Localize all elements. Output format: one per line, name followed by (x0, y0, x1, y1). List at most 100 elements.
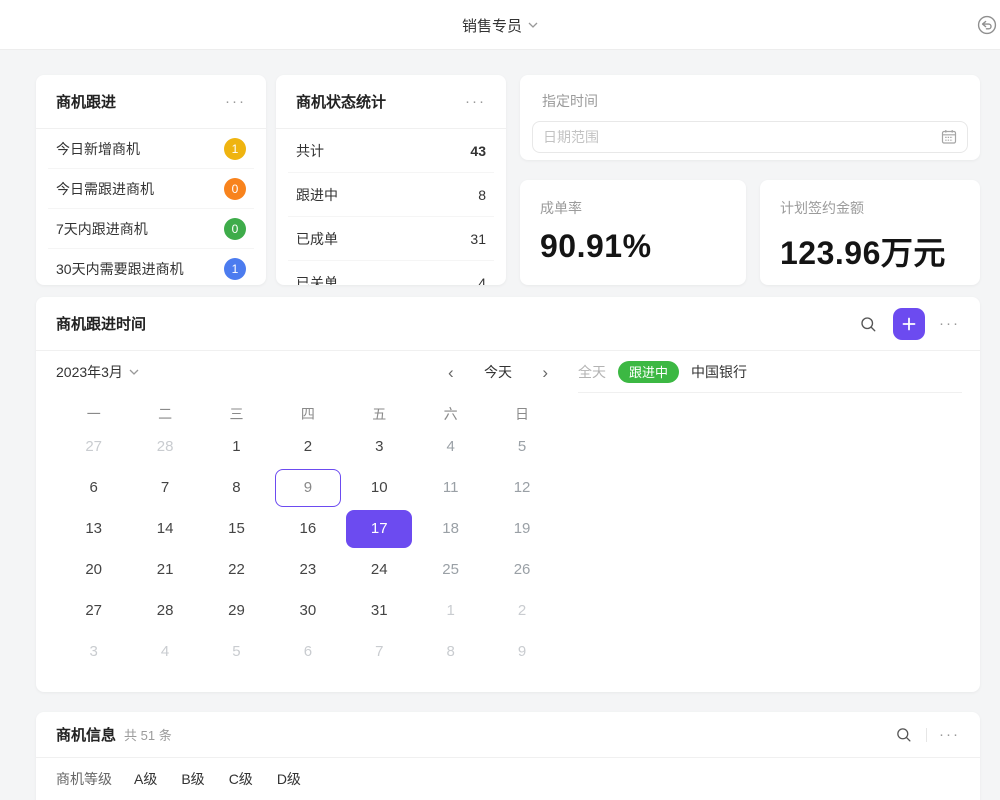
count-badge: 1 (224, 258, 246, 280)
calendar-day[interactable]: 8 (232, 479, 241, 496)
card-title: 商机状态统计 (296, 94, 387, 111)
calendar-day[interactable]: 9 (517, 643, 527, 660)
weekday-label: 四 (300, 406, 315, 422)
calendar-day[interactable]: 26 (513, 561, 531, 578)
calendar-day[interactable]: 7 (160, 479, 170, 496)
search-icon[interactable] (892, 724, 914, 746)
deal-rate-card: 成单率 90.91% (520, 180, 746, 285)
more-menu-icon[interactable]: ··· (939, 315, 960, 332)
calendar-day[interactable]: 30 (299, 602, 317, 619)
calendar-day[interactable]: 9 (272, 467, 343, 508)
calendar-day[interactable]: 10 (370, 479, 388, 496)
next-month-icon[interactable]: › (542, 362, 548, 382)
add-event-button[interactable] (893, 307, 925, 340)
more-menu-icon[interactable]: ··· (225, 93, 246, 110)
list-item[interactable]: 跟进中 8 (288, 173, 494, 217)
weekday-label: 三 (229, 406, 244, 422)
calendar-day[interactable]: 17 (344, 508, 415, 549)
calendar-icon[interactable] (941, 129, 957, 145)
calendar-day[interactable]: 13 (85, 520, 103, 537)
calendar-day[interactable]: 16 (299, 520, 317, 537)
time-filter-card: 指定时间 (520, 75, 980, 160)
calendar-day[interactable]: 24 (370, 561, 388, 578)
grade-filter-c[interactable]: C级 (228, 771, 253, 787)
event-name[interactable]: 中国银行 (691, 363, 748, 380)
role-selector[interactable]: 销售专员 (462, 0, 538, 50)
list-item[interactable]: 已成单 31 (288, 217, 494, 261)
list-item-label: 今日新增商机 (56, 140, 140, 157)
calendar-day[interactable]: 22 (228, 561, 245, 578)
calendar-day[interactable]: 2 (303, 438, 313, 455)
event-row[interactable]: 全天 跟进中 中国银行 (578, 351, 962, 393)
chevron-down-icon (528, 22, 538, 28)
weekday-label: 六 (443, 406, 458, 422)
date-range-field[interactable] (543, 129, 933, 145)
calendar-day[interactable]: 1 (446, 602, 455, 619)
calendar-day[interactable]: 21 (156, 561, 174, 578)
opportunity-follow-card: 商机跟进 ··· 今日新增商机 1 今日需跟进商机 0 7天内跟进商机 0 30… (36, 75, 266, 285)
filter-label: 商机等级 (56, 771, 112, 787)
calendar: 一二三四五六日 27 28 1 2 3 4 5 6 7 8 9 10 11 12 13 14 15 16 17 18 1… (58, 402, 558, 672)
calendar-day[interactable]: 28 (156, 438, 174, 455)
prev-month-icon[interactable]: ‹ (448, 362, 454, 382)
list-item-label: 已成单 (296, 230, 338, 247)
calendar-controls: 2023年3月 ‹ 今天 › 全天 跟进中 中国银行 (36, 351, 980, 393)
list-item[interactable]: 已关单 4 (288, 261, 494, 285)
calendar-day[interactable]: 29 (228, 602, 245, 619)
calendar-day[interactable]: 12 (513, 479, 531, 496)
count-badge: 0 (224, 217, 246, 240)
calendar-day[interactable]: 19 (513, 520, 531, 537)
month-selector[interactable]: 2023年3月 (56, 351, 139, 393)
calendar-day[interactable]: 31 (370, 602, 388, 619)
weekday-label: 日 (515, 406, 530, 422)
calendar-day[interactable]: 28 (156, 602, 174, 619)
grade-filter-b[interactable]: B级 (181, 771, 205, 787)
calendar-grid: 27 28 1 2 3 4 5 6 7 8 9 10 11 12 13 14 15 16 17 18 19 20 21 22 2… (58, 426, 558, 672)
list-item[interactable]: 今日新增商机 1 (48, 129, 254, 169)
opportunity-info-card: 商机信息 共 51 条 ··· 商机等级 A级 B级 C级 D级 (36, 712, 980, 800)
card-title: 商机跟进 (56, 94, 117, 111)
calendar-day[interactable]: 15 (228, 520, 245, 537)
more-menu-icon[interactable]: ··· (465, 93, 486, 110)
calendar-day[interactable]: 1 (232, 438, 241, 455)
list-item[interactable]: 30天内需要跟进商机 1 (48, 249, 254, 285)
stat-value: 43 (470, 142, 486, 159)
calendar-day[interactable]: 23 (299, 561, 317, 578)
share-forward-icon[interactable] (976, 14, 998, 36)
list-item-label: 30天内需要跟进商机 (56, 261, 184, 277)
calendar-day[interactable]: 7 (375, 643, 384, 660)
divider (926, 727, 927, 742)
calendar-day[interactable]: 6 (89, 479, 98, 496)
grade-filter-d[interactable]: D级 (276, 771, 301, 787)
calendar-day[interactable]: 4 (160, 643, 170, 660)
list-item[interactable]: 7天内跟进商机 0 (48, 209, 254, 249)
calendar-day[interactable]: 4 (446, 438, 455, 455)
calendar-day[interactable]: 3 (89, 643, 98, 660)
more-menu-icon[interactable]: ··· (939, 726, 960, 743)
calendar-day[interactable]: 3 (375, 438, 384, 455)
list-item[interactable]: 共计 43 (288, 129, 494, 173)
count-badge: 1 (224, 137, 246, 160)
calendar-day[interactable]: 6 (303, 643, 313, 660)
calendar-day[interactable]: 20 (85, 561, 103, 578)
calendar-day[interactable]: 27 (85, 602, 103, 619)
card-title: 商机跟进时间 (56, 316, 147, 333)
calendar-day[interactable]: 2 (517, 602, 527, 619)
calendar-day[interactable]: 18 (442, 520, 459, 537)
event-status-badge[interactable]: 跟进中 (618, 360, 680, 383)
date-range-input[interactable] (532, 121, 968, 153)
calendar-day[interactable]: 5 (517, 438, 527, 455)
list-item-label: 已关单 (296, 275, 338, 285)
calendar-day[interactable]: 5 (232, 643, 241, 660)
calendar-day[interactable]: 27 (85, 438, 103, 455)
calendar-day[interactable]: 14 (156, 520, 174, 537)
grade-filter-a[interactable]: A级 (134, 771, 158, 787)
search-icon[interactable] (857, 313, 879, 335)
calendar-day[interactable]: 25 (442, 561, 459, 578)
top-bar: 销售专员 (0, 0, 1000, 50)
today-button[interactable]: 今天 (484, 364, 512, 380)
list-item[interactable]: 今日需跟进商机 0 (48, 169, 254, 209)
calendar-day[interactable]: 11 (442, 479, 459, 496)
calendar-day[interactable]: 8 (446, 643, 455, 660)
weekday-label: 五 (372, 406, 387, 422)
